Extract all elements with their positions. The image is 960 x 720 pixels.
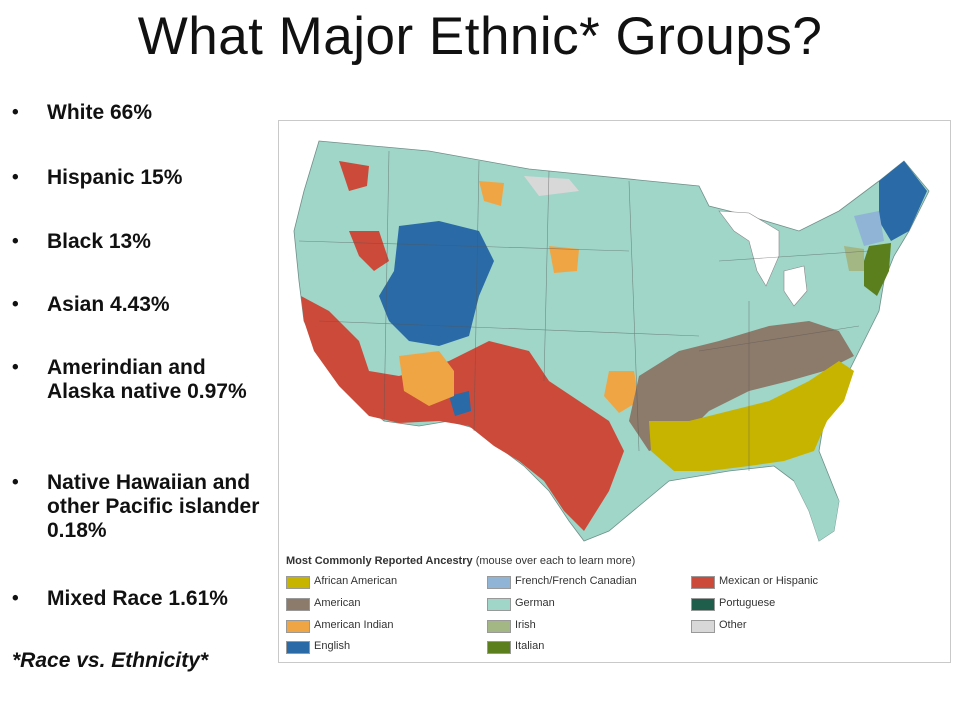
legend-label: Portuguese [719,597,776,609]
swatch [286,641,310,654]
footnote: *Race vs. Ethnicity* [12,649,209,672]
bullet-text: Asian 4.43% [47,293,170,316]
legend-label: Other [719,619,747,631]
legend-label: African American [314,575,398,587]
swatch [691,598,715,611]
bullet-dot-icon: • [12,167,19,188]
swatch [286,576,310,589]
swatch [487,620,511,633]
legend-label: English [314,640,351,652]
bullet-text: White 66% [47,101,153,124]
legend-label: French/French Canadian [515,575,637,587]
bullet-dot-icon: • [12,472,19,493]
swatch [286,620,310,633]
bullet-dot-icon: • [12,231,19,252]
bullet-dot-icon: • [12,102,19,123]
swatch [691,620,715,633]
bullet-list: • White 66% • Hispanic 15% • Black 13% •… [0,0,290,720]
legend-label: Mexican or Hispanic [719,575,819,587]
bullet-text: Mixed Race 1.61% [47,587,228,610]
legend-label: Italian [515,640,545,652]
legend-label: German [515,597,555,609]
legend-title: Most Commonly Reported Ancestry (mouse o… [286,555,635,567]
swatch [691,576,715,589]
bullet-item: • White 66% [12,101,287,125]
us-ancestry-map-graphic [293,140,930,542]
legend-heading: Most Commonly Reported Ancestry [286,555,473,567]
bullet-item: • Native Hawaiian and other Pacific isla… [12,471,274,543]
swatch [487,598,511,611]
swatch [487,576,511,589]
bullet-dot-icon: • [12,357,19,378]
bullet-text: Hispanic 15% [47,166,183,189]
swatch [286,598,310,611]
legend-label: Irish [515,619,536,631]
legend-subtitle: (mouse over each to learn more) [475,555,636,567]
bullet-dot-icon: • [12,294,19,315]
bullet-text: Amerindian and Alaska native 0.97% [47,356,247,403]
bullet-text: Black 13% [47,230,151,253]
bullet-item: • Amerindian and Alaska native 0.97% [12,356,262,404]
bullet-item: • Asian 4.43% [12,293,287,317]
bullet-dot-icon: • [12,588,19,609]
bullet-item: • Black 13% [12,230,287,254]
bullet-item: • Hispanic 15% [12,166,287,190]
bullet-item: • Mixed Race 1.61% [12,587,287,611]
ancestry-map[interactable]: Most Commonly Reported Ancestry (mouse o… [278,120,951,663]
legend-label: American Indian [314,619,394,631]
legend-label: American [314,597,361,609]
slide-title: What Major Ethnic* Groups? [137,7,823,66]
swatch [487,641,511,654]
bullet-text: Native Hawaiian and other Pacific island… [47,471,260,542]
